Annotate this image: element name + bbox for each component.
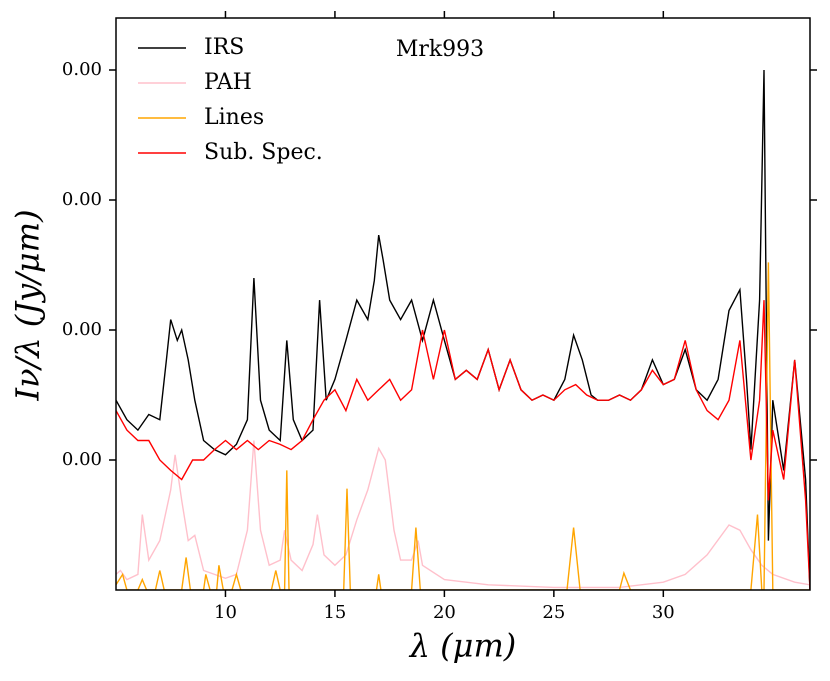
y-tick-label: 0.00 [62,59,102,80]
x-tick-label: 10 [214,602,237,623]
x-tick-label: 20 [433,602,456,623]
x-tick-label: 15 [323,602,346,623]
legend-label: PAH [204,70,252,95]
y-tick-label: 0.00 [62,189,102,210]
y-tick-label: 0.00 [62,319,102,340]
annotation: Mrk993 [396,37,484,62]
legend-label: Sub. Spec. [204,140,323,165]
series-line [116,440,810,589]
series-line [116,262,810,590]
y-axis-label: Iν/λ (Jy/μm) [9,209,47,401]
y-tick-label: 0.00 [62,449,102,470]
series-line [116,69,810,590]
x-tick-label: 25 [542,602,565,623]
x-axis-label: λ (μm) [408,627,517,665]
plot-frame [115,17,811,591]
legend-label: Lines [204,105,264,130]
legend-label: IRS [204,35,244,60]
x-tick-label: 30 [652,602,675,623]
series-line [116,300,810,590]
